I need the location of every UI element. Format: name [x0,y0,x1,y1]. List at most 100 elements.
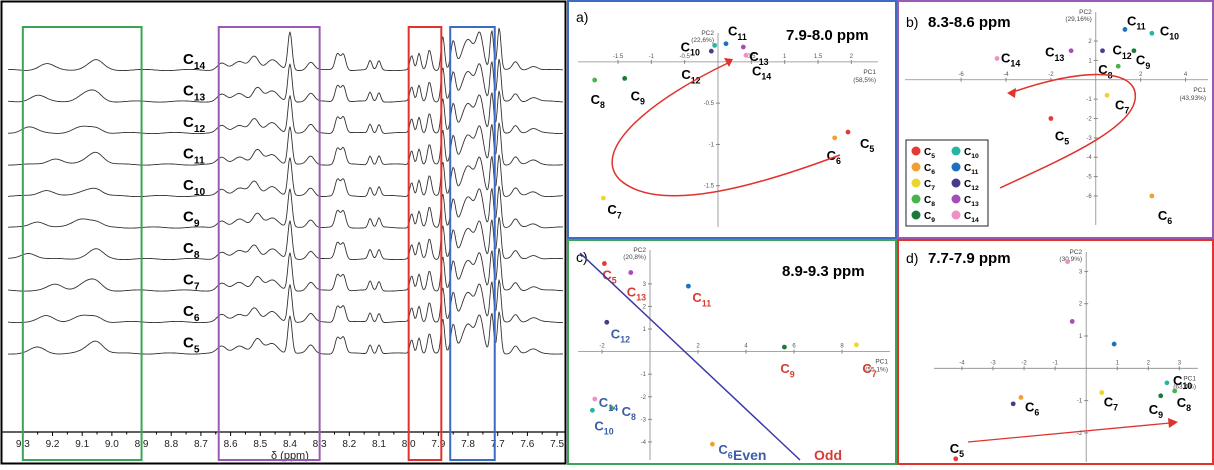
legend-label: C11 [964,163,979,176]
pca-x-tick-label: -2 [1021,360,1027,366]
pca-point-c7 [1099,390,1105,395]
pca-x-tick-label: 1.5 [814,54,823,60]
pca-point-c13 [628,270,634,275]
legend-swatch [951,178,961,188]
pca-point-label: C13 [1045,45,1064,63]
pca-x-tick-label: 2 [1139,72,1143,78]
pca-point-c5 [602,261,607,266]
pca-point-c9 [622,76,628,81]
pca-point-c5 [953,456,959,462]
pca-x-tick-label: 4 [744,344,748,350]
pca-panel-title: 7.7-7.9 ppm [928,250,1011,267]
pca-y-tick-label: 2 [1079,302,1083,308]
even-label: Even [733,447,766,463]
nmr-spectrum-panel: 9.3 9.2 9.1 9.0 8.9 8.8 8.7 8.6 8.5 8.4 8.3 8.2 8.1 8… [0,0,567,465]
trend-arrow-head [724,58,733,67]
trend-arrow [967,422,1171,443]
pca-x-axis-label: PC1 [1183,375,1196,382]
pca-x-axis-label-variance: (58,5%) [853,77,876,84]
pca-point-c5 [845,129,851,135]
pca-panel-letter: a) [576,9,588,25]
legend-label: C9 [924,211,935,224]
pca-point-c12 [1100,48,1105,54]
x-tick-label: 8.1 [372,439,386,450]
pca-y-tick-label: -1 [709,142,715,148]
pca-point-label: C6 [718,442,732,460]
pca-point-label: C9 [1136,53,1150,71]
pca-point-c9 [1158,393,1164,399]
pca-point-label: C8 [591,92,605,110]
pca-point-c6 [1018,394,1024,400]
x-tick-label: 8.4 [283,439,297,450]
pca-y-tick-label: -1.5 [704,184,715,190]
x-tick-label: 9.0 [105,439,119,450]
legend-swatch [911,210,921,220]
pca-point-c6 [832,135,838,141]
legend-swatch [911,178,921,188]
pca-point-label: C11 [692,290,711,308]
pca-point-label: C7 [1104,395,1118,413]
pca-point-c10 [1149,30,1155,36]
pca-point-c13 [1069,319,1075,324]
pca-point-label: C13 [627,285,646,303]
pca-panel: -1.5 -1 -0.5 0.5 1 1.5 2 -0.5 -1 -1.5 PC2(22,6%) PC… [567,0,897,239]
pca-y-tick-label: 1 [1079,334,1083,340]
legend-label: C12 [964,179,979,192]
pca-point-c13 [1068,48,1074,54]
pca-point-c6 [710,441,715,447]
pca-y-axis-label: PC2 [701,30,714,37]
pca-point-c12 [604,319,610,325]
pca-panel: -4 -3 -2 -1 1 2 3 3 2 1 -1 -2 PC2(30,9%) PC1(63,4%) d)… [897,239,1214,465]
pca-point-c14 [994,56,1000,61]
pca-point-c14 [592,396,598,402]
pca-point-c12 [708,48,714,54]
pca-x-tick-label: -0.5 [679,54,690,60]
pca-point-label: C10 [594,418,613,436]
pca-point-c12 [1010,401,1016,407]
pca-point-c13 [740,44,746,50]
pca-point-label: C10 [1173,373,1192,391]
trace-label: C11 [183,146,205,167]
pca-y-tick-label: -2 [641,395,647,401]
pca-point-c6 [1149,193,1155,199]
pca-point-label: C13 [749,49,768,67]
legend-label: C5 [924,147,935,160]
pca-point-c14 [1065,259,1070,265]
pca-y-tick-label: -3 [641,417,647,423]
pca-panel-frame [567,0,897,239]
x-tick-label: 7.5 [550,439,564,450]
pca-x-tick-label: 2 [850,54,854,60]
pca-x-axis-label-variance: (43,93%) [1180,95,1206,102]
pca-point-label: C11 [728,24,747,42]
pca-point-label: C5 [1055,129,1069,147]
pca-x-tick-label: -2 [1048,72,1054,78]
trace-label: C7 [183,272,200,293]
pca-x-tick-label: -4 [959,360,965,366]
pca-x-tick-label: 8 [840,344,844,350]
trace-label: C9 [183,209,200,230]
legend-swatch [951,210,961,220]
pca-y-tick-label: 1 [1088,58,1092,64]
legend-label: C8 [924,195,935,208]
spectrum-trace [7,279,563,324]
pca-point-c11 [1122,27,1128,32]
pca-point-c10 [1164,380,1170,386]
x-tick-label: 8.2 [342,439,356,450]
pca-y-tick-label: 3 [1079,269,1083,275]
pca-y-axis-label: PC2 [1070,249,1083,256]
pca-point-label: C6 [1025,399,1039,417]
pca-y-tick-label: -2 [1086,117,1092,123]
pca-point-c8 [1172,388,1178,394]
x-tick-label: 7.8 [461,439,475,450]
pca-y-tick-label: -4 [641,440,647,446]
pca-x-tick-label: 2 [696,344,700,350]
pca-panels: -1.5 -1 -0.5 0.5 1 1.5 2-0.5-1-1.5PC2(22,6%)PC… [567,0,1214,465]
pca-point-c11 [1111,341,1117,347]
spectrum-trace [7,186,563,229]
pca-point-c10 [590,407,595,413]
pca-y-tick-label: 2 [1088,39,1092,45]
spectrum-trace [8,27,564,72]
pca-point-label: C14 [1001,50,1020,68]
pca-panel-letter: c) [576,249,588,265]
